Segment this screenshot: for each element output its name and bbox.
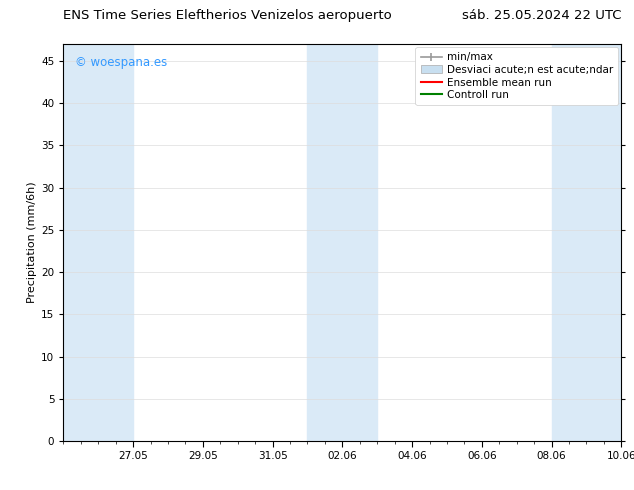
Legend: min/max, Desviaci acute;n est acute;ndar, Ensemble mean run, Controll run: min/max, Desviaci acute;n est acute;ndar…	[415, 47, 618, 105]
Bar	[307, 44, 377, 441]
Title: ENS Time Series Eleftherios Venizelos aeropuerto   sáb. 25.05.2024 22 UTC: ENS Time Series Eleftherios Venizelos ae…	[0, 489, 1, 490]
Text: ENS Time Series Eleftherios Venizelos aeropuerto: ENS Time Series Eleftherios Venizelos ae…	[63, 9, 392, 22]
Y-axis label: Precipitation (mm/6h): Precipitation (mm/6h)	[27, 182, 37, 303]
Text: © woespana.es: © woespana.es	[75, 56, 167, 69]
Bar	[63, 44, 133, 441]
Bar	[552, 44, 621, 441]
Text: sáb. 25.05.2024 22 UTC: sáb. 25.05.2024 22 UTC	[462, 9, 621, 22]
